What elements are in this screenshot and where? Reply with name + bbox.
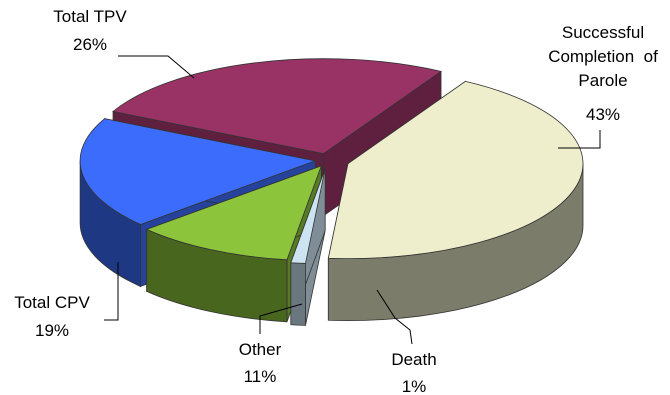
slice-label-line: Total TPV	[53, 7, 127, 26]
slice-label-line: Total CPV	[14, 293, 90, 312]
slice-percent: 43%	[586, 105, 620, 124]
slice-top-face	[290, 168, 326, 264]
slice-label-total-tpv: Total TPV 26%	[53, 7, 127, 54]
slice-percent: 19%	[35, 321, 69, 340]
leader-line	[259, 303, 303, 334]
slice-percent: 11%	[244, 367, 277, 386]
slice-label-other: Other 11%	[239, 340, 282, 386]
slice-label-total-cpv: Total CPV 19%	[14, 293, 90, 340]
leader-lines	[104, 55, 601, 345]
leader-line	[104, 262, 119, 321]
slice-percent: 1%	[402, 377, 427, 395]
slice-label-line: Completion of	[548, 47, 658, 66]
slice-label-line: Parole	[578, 71, 627, 90]
slice-top-face	[145, 165, 322, 261]
slice-outer-wall	[290, 262, 306, 326]
slice-label-death: Death 1%	[391, 350, 436, 395]
slice-label-line: Other	[239, 340, 282, 359]
pie-slice	[327, 80, 584, 321]
leader-line	[558, 130, 601, 149]
slice-label-line: Successful	[562, 23, 644, 42]
slice-label-successful-completion: Successful Completion of Parole 43%	[548, 23, 658, 124]
slice-top-face	[79, 118, 317, 225]
leader-line	[118, 55, 195, 79]
slice-top-face	[327, 80, 584, 259]
slice-label-line: Death	[391, 350, 436, 369]
pie-slice	[290, 168, 326, 326]
leader-line	[376, 289, 413, 345]
slice-percent: 26%	[73, 35, 107, 54]
pie-slices	[79, 58, 584, 326]
slice-top-face	[112, 58, 442, 155]
